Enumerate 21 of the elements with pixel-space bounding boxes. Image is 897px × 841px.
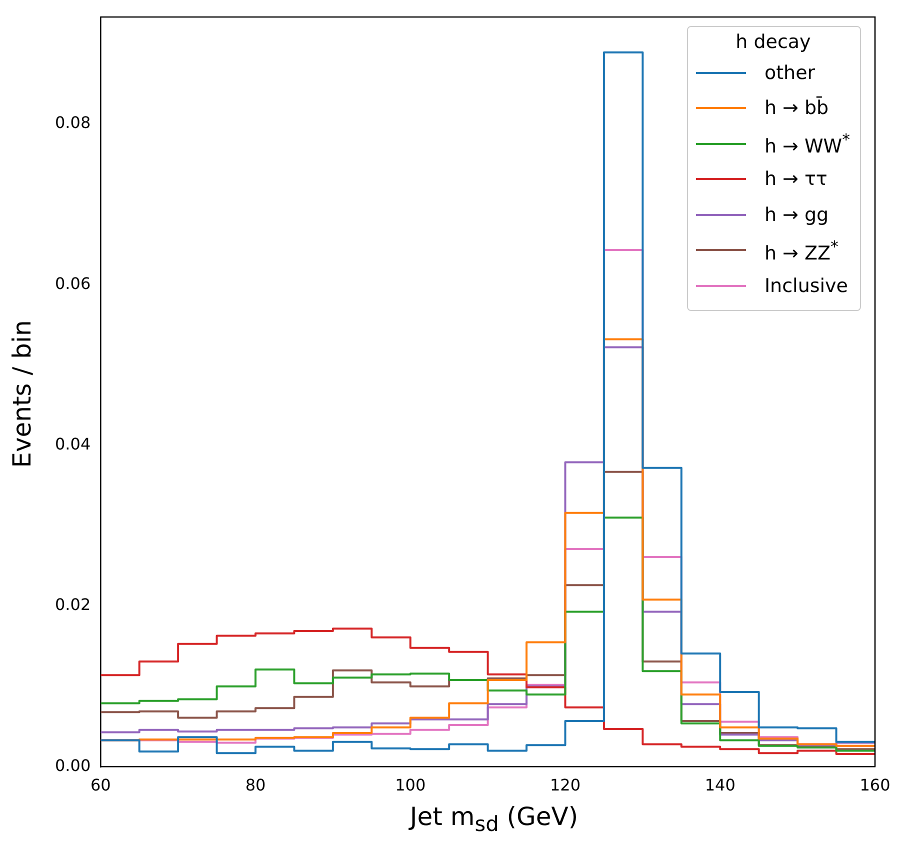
legend-label: h → gg bbox=[764, 204, 829, 226]
legend-title: h decay bbox=[734, 31, 812, 53]
legend-label: h → ZZ$^{*}$ bbox=[764, 236, 838, 264]
legend-label: h → ττ bbox=[764, 168, 828, 190]
y-tick-label: 0.00 bbox=[55, 756, 91, 775]
x-tick-label: 80 bbox=[245, 776, 266, 795]
x-axis-title: Jet m$_{sd}$ (GeV) bbox=[408, 802, 580, 836]
x-tick-label: 160 bbox=[860, 776, 890, 795]
x-tick-label: 120 bbox=[550, 776, 581, 795]
y-tick-label: 0.08 bbox=[55, 113, 91, 132]
legend-label: h → WW$^{*}$ bbox=[764, 130, 850, 158]
legend-label: Inclusive bbox=[764, 274, 848, 297]
y-axis-title: Events / bin bbox=[8, 320, 36, 468]
y-tick-label: 0.02 bbox=[55, 595, 91, 614]
legend-label: h → bb̄ bbox=[764, 97, 829, 120]
y-tick-label: 0.06 bbox=[55, 274, 91, 293]
x-tick-label: 60 bbox=[90, 776, 111, 795]
legend-label: other bbox=[764, 62, 816, 84]
x-tick-label: 140 bbox=[704, 776, 736, 795]
y-tick-label: 0.04 bbox=[55, 434, 91, 454]
x-tick-label: 100 bbox=[395, 776, 426, 795]
